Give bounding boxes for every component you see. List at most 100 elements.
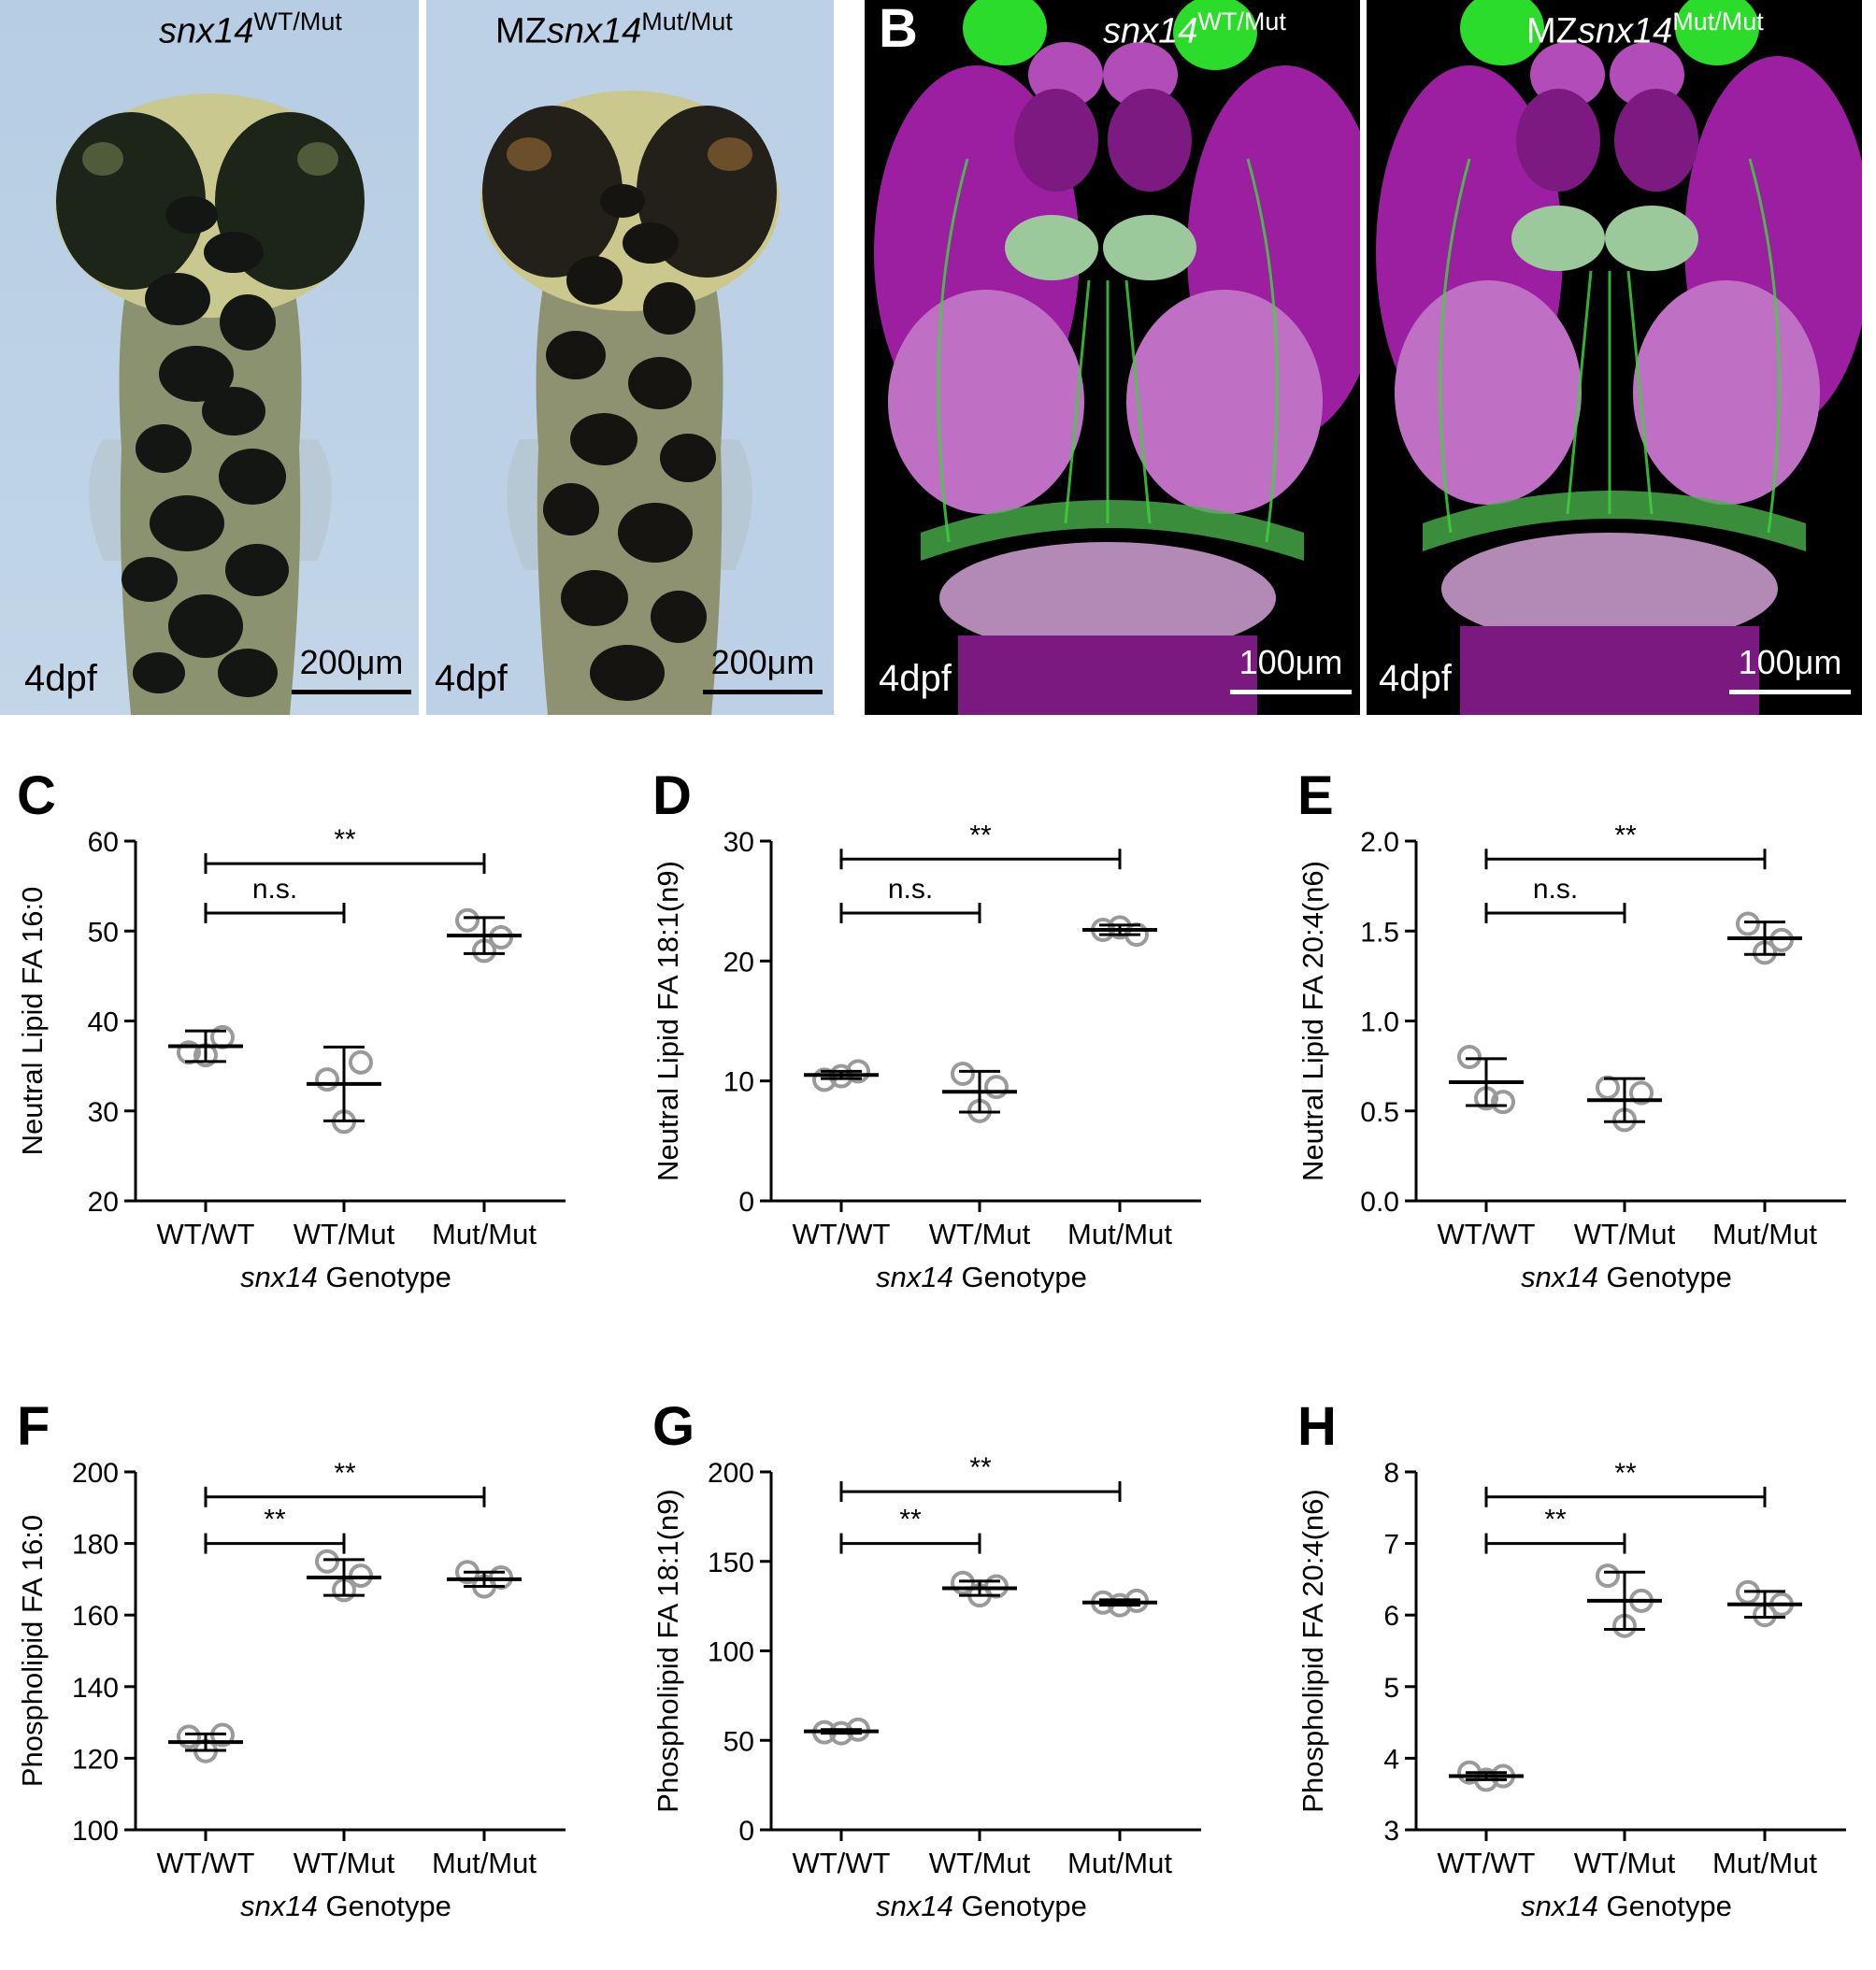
x-tick-label: WT/Mut — [929, 1847, 1031, 1879]
significance-label: ** — [1614, 820, 1637, 850]
y-tick-label: 50 — [723, 1726, 754, 1757]
gene-name: snx14 — [546, 11, 642, 51]
gene-name: snx14 — [1103, 11, 1198, 51]
y-tick-label: 60 — [88, 827, 119, 858]
mz-prefix: MZ — [1526, 11, 1578, 51]
scale-bar-a-right — [703, 690, 823, 694]
y-axis-title: Neutral Lipid FA 18:1(n9) — [652, 861, 684, 1181]
x-axis-title: snx14 Genotype — [240, 1261, 451, 1293]
x-tick-label: Mut/Mut — [432, 1847, 537, 1879]
y-tick-label: 140 — [72, 1673, 119, 1704]
y-tick-label: 20 — [88, 1187, 119, 1218]
x-tick-label: Mut/Mut — [1712, 1218, 1817, 1250]
y-tick-label: 4 — [1383, 1744, 1399, 1775]
data-point — [1457, 1045, 1482, 1069]
x-tick-label: WT/WT — [792, 1847, 890, 1879]
significance-label: ** — [1544, 1505, 1567, 1535]
y-axis-title: Neutral Lipid FA 16:0 — [16, 887, 49, 1156]
x-tick-label: WT/Mut — [294, 1847, 395, 1879]
significance-label: n.s. — [888, 874, 933, 905]
y-tick-label: 7 — [1383, 1530, 1399, 1561]
panel-letter: F — [17, 1396, 50, 1457]
mz-prefix: MZ — [495, 11, 547, 51]
x-tick-label: WT/WT — [792, 1218, 890, 1250]
genotype-label: WT/Mut — [1197, 7, 1286, 36]
y-axis-title: Phospholipid FA 18:1(n9) — [652, 1489, 684, 1812]
data-point — [455, 907, 480, 933]
y-tick-label: 200 — [72, 1458, 119, 1489]
y-axis-title: Phospholipid FA 16:0 — [16, 1515, 49, 1787]
label-a-right: MZsnx14Mut/Mut — [495, 7, 733, 52]
y-tick-label: 160 — [72, 1601, 119, 1632]
x-tick-label: Mut/Mut — [1067, 1218, 1172, 1250]
chart-panel-g: G 0 50 100 150 200 WT/WT WT/Mut Mut/Mut snx14 Gen… — [652, 1396, 1201, 1922]
gene-name: snx14 — [1577, 11, 1673, 51]
significance-label: ** — [334, 824, 356, 855]
confocal-image-het — [865, 0, 1360, 715]
brightfield-image-mz-mutant — [426, 0, 834, 715]
x-axis-title: snx14 Genotype — [876, 1890, 1087, 1922]
data-point — [1108, 915, 1132, 940]
panel-letter: G — [652, 1396, 695, 1457]
stage-label-a-left: 4dpf — [24, 658, 97, 699]
y-tick-label: 50 — [88, 917, 119, 948]
significance-label: n.s. — [252, 874, 297, 905]
data-point — [315, 1549, 339, 1574]
y-tick-label: 0.5 — [1360, 1097, 1399, 1128]
y-axis-title: Phospholipid FA 20:4(n6) — [1296, 1489, 1329, 1812]
larva-photo-het — [0, 0, 419, 715]
y-tick-label: 0 — [738, 1187, 754, 1218]
stage-label-b-left: 4dpf — [879, 658, 952, 699]
x-tick-label: Mut/Mut — [432, 1218, 537, 1250]
scale-bar-b-right — [1729, 690, 1851, 694]
significance-label: ** — [334, 1458, 356, 1489]
data-point — [1629, 1080, 1654, 1106]
scale-text-a-right: 200μm — [710, 643, 815, 681]
y-tick-label: 6 — [1383, 1601, 1399, 1632]
stage-label-a-right: 4dpf — [435, 658, 508, 699]
y-tick-label: 40 — [88, 1007, 119, 1038]
y-tick-label: 120 — [72, 1744, 119, 1775]
y-tick-label: 100 — [72, 1816, 119, 1847]
y-tick-label: 10 — [723, 1067, 754, 1098]
larva-photo-mutant — [426, 0, 834, 715]
x-axis-title: snx14 Genotype — [240, 1890, 451, 1922]
scale-bar-a-left — [292, 690, 411, 694]
significance-label: n.s. — [1533, 874, 1578, 905]
y-tick-label: 20 — [723, 947, 754, 978]
genotype-label: Mut/Mut — [641, 7, 733, 36]
x-tick-label: WT/WT — [1437, 1218, 1535, 1250]
y-tick-label: 1.0 — [1360, 1007, 1399, 1038]
x-tick-label: WT/Mut — [929, 1218, 1031, 1250]
label-b-right: MZsnx14Mut/Mut — [1526, 7, 1764, 52]
brain-stain-mutant — [1367, 0, 1862, 715]
stage-label-b-right: 4dpf — [1379, 658, 1452, 699]
data-point — [1491, 1090, 1515, 1115]
significance-label: ** — [1614, 1458, 1637, 1489]
x-tick-label: WT/WT — [1437, 1847, 1535, 1879]
y-tick-label: 150 — [708, 1548, 754, 1578]
chart-panel-h: H 3 4 5 6 7 8 WT/WT WT/Mut Mut/Mut snx14 Genotype P… — [1296, 1396, 1846, 1922]
chart-panel-c: C 20 30 40 50 60 WT/WT WT/Mut Mut/Mut snx14 Genot… — [16, 765, 566, 1293]
data-point — [315, 1067, 339, 1092]
x-axis-title: snx14 Genotype — [1521, 1890, 1732, 1922]
y-tick-label: 0.0 — [1360, 1187, 1399, 1218]
significance-label: ** — [264, 1505, 286, 1535]
data-point — [951, 1061, 975, 1086]
panel-letter: E — [1297, 765, 1334, 826]
label-b-left: snx14WT/Mut — [1103, 7, 1286, 52]
y-tick-label: 0 — [738, 1816, 754, 1847]
brain-stain-het — [865, 0, 1360, 715]
x-axis-title: snx14 Genotype — [1521, 1261, 1732, 1293]
significance-label: ** — [969, 820, 992, 850]
data-point — [349, 1049, 373, 1075]
x-tick-label: WT/Mut — [1574, 1847, 1676, 1879]
y-axis-title: Neutral Lipid FA 20:4(n6) — [1296, 861, 1329, 1181]
y-tick-label: 1.5 — [1360, 917, 1399, 948]
chart-panel-e: E 0.0 0.5 1.0 1.5 2.0 WT/WT WT/Mut Mut/Mut snx14 … — [1296, 765, 1846, 1293]
data-point — [1736, 911, 1760, 936]
x-tick-label: WT/Mut — [294, 1218, 395, 1250]
scale-text-a-left: 200μm — [299, 643, 404, 681]
significance-label: ** — [899, 1505, 922, 1535]
data-point — [177, 1724, 201, 1749]
